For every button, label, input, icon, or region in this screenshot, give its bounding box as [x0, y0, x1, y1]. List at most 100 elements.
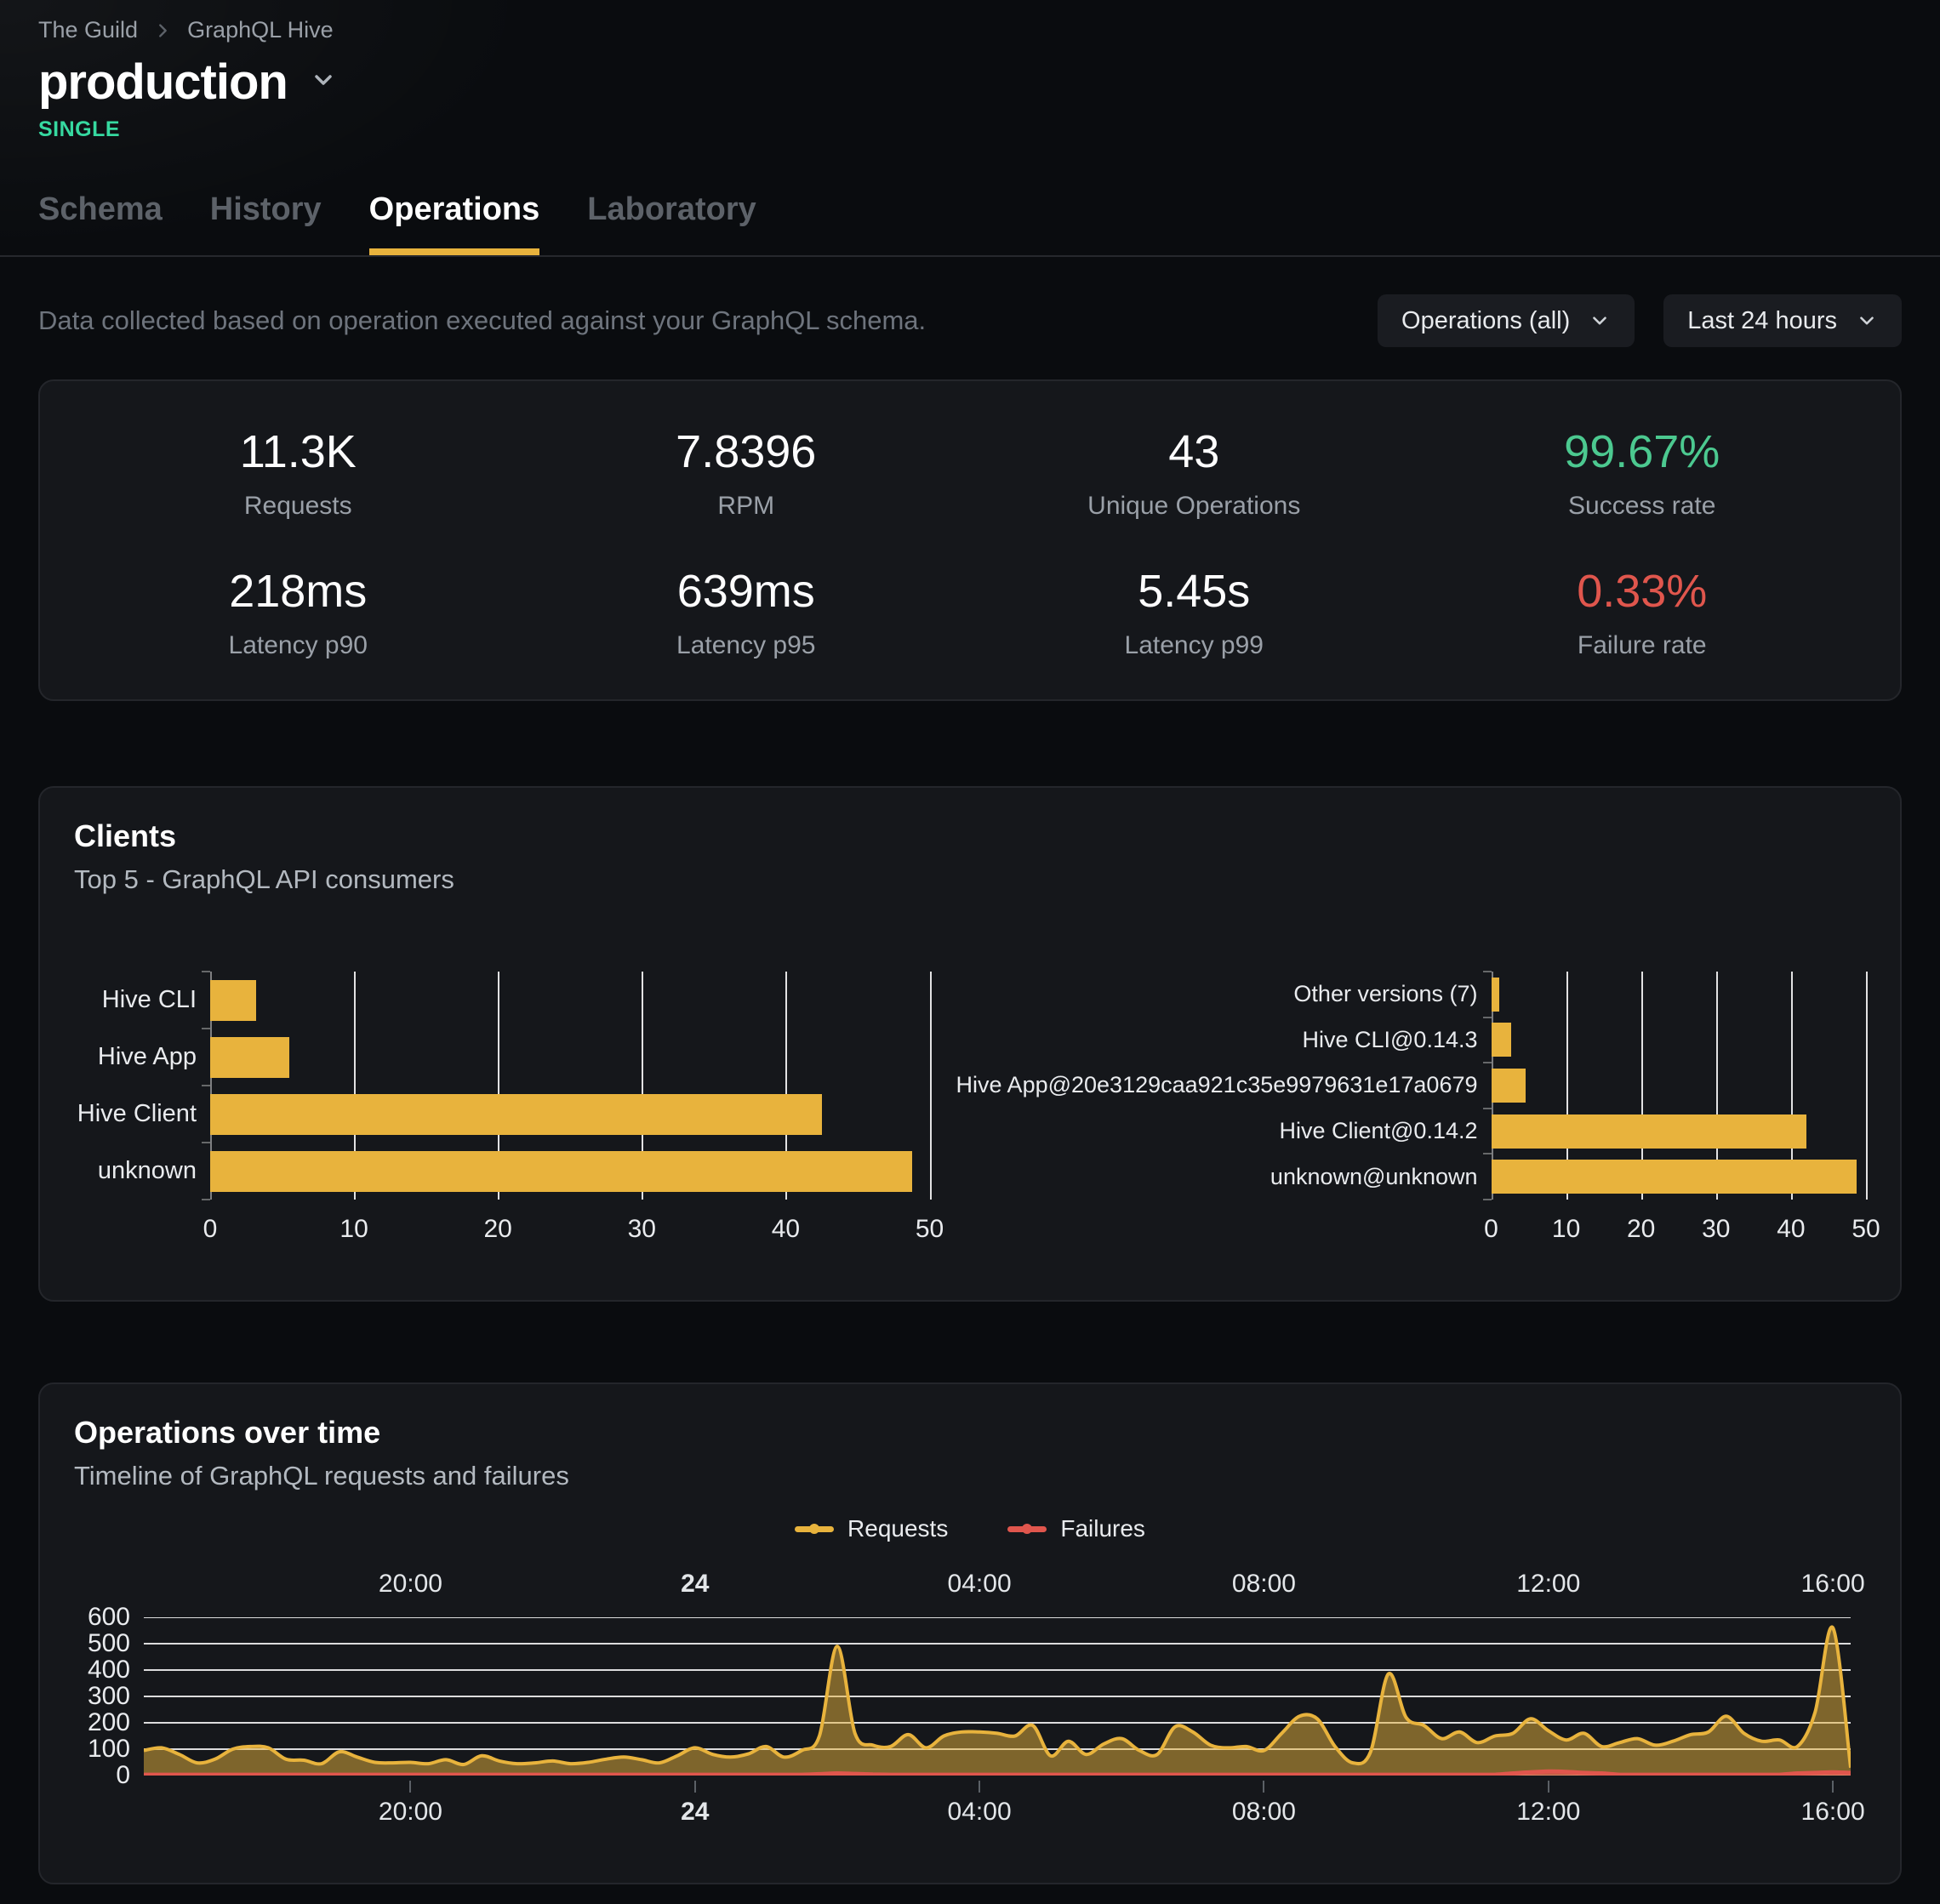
stat-label: Failure rate: [1577, 631, 1707, 659]
axis-tick: [409, 1781, 412, 1793]
timeline-y-axis: 0 100 200 300 400 500 600: [74, 1603, 144, 1789]
stat-value: 5.45s: [1138, 566, 1251, 617]
x-tick-label: 12:00: [1516, 1798, 1581, 1826]
axis-tick: [202, 1028, 210, 1029]
failures-legend-marker-icon: [1007, 1524, 1047, 1534]
operations-filter-dropdown[interactable]: Operations (all): [1378, 294, 1635, 347]
axis-tick: [1547, 1781, 1549, 1793]
axis-tick: [1482, 1062, 1492, 1064]
clients-by-name-chart[interactable]: Hive CLI Hive App Hive Client unknown 0 10 20 3…: [74, 971, 944, 1252]
chevron-down-icon: [1589, 310, 1611, 332]
bar-category-label: unknown: [97, 1157, 197, 1184]
legend-failures: Failures: [1007, 1515, 1145, 1542]
stat-rpm: 7.8396 RPM: [522, 425, 971, 521]
axis-tick: [1832, 1781, 1834, 1793]
axis-tick: [1482, 1153, 1492, 1155]
axis-tick: [202, 1199, 210, 1200]
bar[interactable]: [1491, 1023, 1512, 1057]
timeline-top-axis: 20:00 24 04:00 08:00 12:00 16:00: [144, 1570, 1865, 1605]
ops-card-subtitle: Timeline of GraphQL requests and failure…: [74, 1461, 569, 1491]
y-tick-label: 100: [87, 1735, 130, 1763]
operations-filter-label: Operations (all): [1401, 306, 1571, 334]
y-tick-label: 600: [87, 1603, 130, 1631]
x-tick-label: 10: [1551, 1215, 1581, 1243]
gridline: [1566, 972, 1568, 1200]
bar[interactable]: [210, 1150, 913, 1192]
clients-charts: Hive CLI Hive App Hive Client unknown 0 10 20 3…: [74, 971, 1880, 1252]
y-tick-label: 500: [87, 1629, 130, 1657]
stat-value: 11.3K: [239, 426, 357, 477]
target-selector-button[interactable]: [310, 66, 337, 98]
tab-laboratory[interactable]: Laboratory: [587, 191, 756, 227]
timeline-plot-area[interactable]: [144, 1617, 1851, 1776]
chevron-down-icon: [310, 66, 337, 98]
bar[interactable]: [1491, 1160, 1857, 1194]
requests-area: [144, 1627, 1851, 1776]
bar[interactable]: [210, 979, 257, 1021]
stat-label: Requests: [243, 492, 352, 520]
gridline: [785, 972, 788, 1200]
legend-label: Requests: [847, 1515, 949, 1542]
axis-tick: [1482, 1016, 1492, 1018]
bar-category-label: Hive CLI: [101, 986, 197, 1013]
stat-latency-p99: 5.45s Latency p99: [970, 565, 1418, 660]
bar[interactable]: [210, 1093, 822, 1135]
chevron-right-icon: [153, 21, 172, 40]
bar-category-label: Hive Client: [77, 1100, 197, 1127]
axis-tick: [1482, 971, 1492, 972]
stat-requests: 11.3K Requests: [74, 425, 522, 521]
stat-unique-operations: 43 Unique Operations: [970, 425, 1418, 521]
x-tick-label: 40: [1777, 1215, 1806, 1243]
clients-by-version-chart[interactable]: Other versions (7) Hive CLI@0.14.3 Hive Ap…: [956, 971, 1880, 1252]
x-tick-label: 04:00: [947, 1570, 1012, 1598]
x-tick-label: 50: [1852, 1215, 1880, 1243]
x-tick-label: 08:00: [1231, 1570, 1296, 1598]
x-tick-label: 24: [681, 1798, 710, 1826]
period-filter-label: Last 24 hours: [1687, 306, 1837, 334]
stat-label: Latency p95: [676, 631, 816, 659]
x-tick-label: 30: [627, 1215, 656, 1243]
bar[interactable]: [1491, 977, 1500, 1012]
page-header: The Guild GraphQL Hive production SINGLE…: [38, 17, 1902, 255]
requests-legend-marker-icon: [795, 1524, 835, 1534]
gridline: [1866, 972, 1868, 1200]
stat-value: 0.33%: [1577, 566, 1708, 617]
timeline-svg: [144, 1617, 1851, 1776]
breadcrumb-org-link[interactable]: The Guild: [38, 17, 139, 43]
bar[interactable]: [1491, 1114, 1807, 1149]
x-tick-label: 40: [771, 1215, 801, 1243]
page-description: Data collected based on operation execut…: [38, 305, 927, 335]
bar-category-label: Hive App: [97, 1043, 197, 1070]
gridline: [1790, 972, 1793, 1200]
failures-line: [144, 1769, 1851, 1776]
x-tick-label: 30: [1702, 1215, 1731, 1243]
timeline-chart[interactable]: 20:00 24 04:00 08:00 12:00 16:00 0 100 200 300 40…: [74, 1570, 1866, 1835]
bar-category-label: Other versions (7): [1293, 981, 1478, 1007]
tab-operations[interactable]: Operations: [368, 191, 540, 255]
stat-label: Success rate: [1568, 492, 1716, 520]
bar-x-axis: 0 10 20 30 40 50: [1484, 1215, 1880, 1252]
clients-card-subtitle: Top 5 - GraphQL API consumers: [74, 864, 454, 894]
stats-panel: 11.3K Requests 7.8396 RPM 43 Unique Oper…: [38, 379, 1902, 701]
tab-history[interactable]: History: [209, 191, 322, 227]
requests-line: [144, 1625, 1851, 1768]
x-tick-label: 24: [681, 1570, 710, 1598]
x-tick-label: 10: [340, 1215, 368, 1243]
bar[interactable]: [210, 1036, 289, 1078]
stat-success-rate: 99.67% Success rate: [1418, 425, 1867, 521]
period-filter-dropdown[interactable]: Last 24 hours: [1663, 294, 1902, 347]
tab-schema[interactable]: Schema: [38, 191, 163, 227]
breadcrumb: The Guild GraphQL Hive: [38, 17, 1902, 43]
controls-row: Data collected based on operation execut…: [38, 294, 1902, 347]
bar-plot-area: [202, 971, 932, 1200]
bar[interactable]: [1491, 1068, 1526, 1103]
x-tick-label: 20:00: [378, 1570, 442, 1598]
breadcrumb-project-link[interactable]: GraphQL Hive: [187, 17, 334, 43]
chart-legend: Requests Failures: [74, 1515, 1866, 1542]
x-tick-label: 08:00: [1231, 1798, 1296, 1826]
stat-value: 99.67%: [1564, 426, 1720, 477]
stat-label: Unique Operations: [1087, 492, 1301, 520]
legend-requests: Requests: [795, 1515, 948, 1542]
stat-value: 639ms: [676, 566, 815, 617]
